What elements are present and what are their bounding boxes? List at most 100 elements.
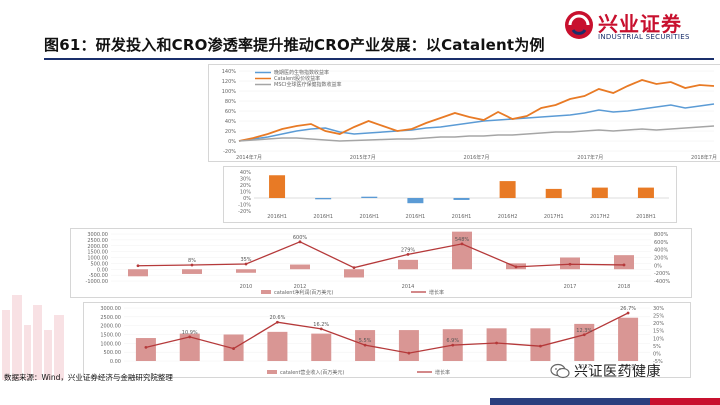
legend-label: catalent净利润(百万美元) (274, 289, 333, 296)
growth-point (244, 262, 248, 266)
logo-text-en: INDUSTRIAL SECURITIES (598, 33, 690, 41)
legend-label: 增长率 (429, 289, 444, 296)
growth-point (363, 343, 367, 347)
bar (290, 264, 310, 270)
footer-accent (650, 398, 720, 405)
bar (182, 269, 202, 274)
legend-label: 晚期医药生物指数收益率 (274, 69, 329, 76)
growth-point (582, 333, 586, 337)
y-tick-label: 140% (222, 69, 237, 75)
legend-label: Catalent股价收益率 (274, 75, 320, 82)
y-tick-label-right: 400% (654, 248, 669, 254)
y-tick-label-right: -400% (654, 279, 670, 285)
bar (453, 198, 470, 200)
y-tick-label: 30% (240, 177, 251, 183)
y-tick-label-left: 500.00 (104, 350, 122, 356)
data-label: 26.7% (620, 306, 636, 312)
x-tick-label: 2017年7月 (577, 154, 603, 161)
data-label: 20.6% (269, 315, 285, 321)
chart-net-profit: -1000.00 -500.00 0.00 500.00 1000.00 1500.00 2… (70, 228, 692, 298)
y-tick-label: 10% (240, 190, 251, 196)
bar (179, 333, 200, 361)
bar (344, 269, 364, 278)
bar (618, 317, 639, 361)
x-tick-label: 2014 (402, 284, 415, 290)
bar (545, 188, 562, 198)
bar (452, 231, 472, 270)
y-tick-label: 0% (228, 139, 236, 145)
chart-halfyear-bar: -20% -10% 0% 10% 20% 30% 40% 2016H1 2016H1 2016H1… (223, 166, 677, 223)
y-tick-label-right: 10% (653, 336, 664, 342)
bar (135, 338, 156, 361)
data-label: 16.2% (313, 322, 329, 328)
x-tick-label: 2017H2 (590, 214, 610, 220)
growth-point (190, 263, 194, 267)
chart-returns-line: -20% 0% 20% 40% 60% 80% 100% 120% 140% 2014年7月 201… (208, 64, 720, 162)
x-tick-label: 2017 (578, 364, 591, 370)
growth-point (144, 345, 148, 349)
bar (269, 175, 286, 198)
y-tick-label-left: 1500.00 (87, 250, 108, 256)
y-tick-label: -20% (223, 149, 236, 155)
y-tick-label-left: -500.00 (89, 273, 108, 279)
y-tick-label-left: 1000.00 (100, 341, 121, 347)
growth-point (539, 344, 542, 348)
data-label: 6.9% (446, 338, 459, 344)
x-tick-label: 2017H1 (544, 214, 564, 220)
y-tick-label: 120% (222, 79, 237, 85)
growth-line (137, 241, 625, 269)
data-label: 279% (401, 247, 416, 253)
y-tick-label-left: 1000.00 (87, 256, 108, 262)
y-tick-label-right: 0% (654, 263, 662, 269)
bar (128, 269, 148, 277)
logo-text-cn: 兴业证券 (598, 12, 682, 36)
wechat-name: 兴证医药健康 (574, 364, 661, 380)
y-tick-label-right: 25% (653, 314, 664, 320)
data-label: 8% (188, 258, 196, 264)
bar (315, 198, 332, 200)
y-tick-label: 100% (222, 89, 237, 95)
wechat-icon (550, 363, 570, 379)
y-tick-label: 20% (225, 129, 236, 135)
growth-point (276, 320, 279, 324)
y-tick-label-right: 0% (653, 351, 661, 357)
x-tick-label: 2016H1 (406, 214, 426, 220)
bar (637, 187, 654, 198)
y-tick-label-right: 15% (653, 329, 664, 335)
y-tick-label: 60% (225, 109, 236, 115)
data-label: 10.9% (182, 330, 198, 336)
y-tick-label-right: -200% (654, 271, 670, 277)
y-tick-label: 40% (240, 170, 251, 176)
y-tick-label-right: 30% (653, 306, 664, 312)
bar (398, 259, 418, 270)
data-source-note: 数据来源：Wind，兴业证券经济与金融研究院整理 (4, 373, 173, 382)
growth-point (406, 253, 410, 256)
growth-point (495, 341, 498, 345)
legend-label: MSCI全球医疗保健指数收益率 (274, 81, 341, 88)
growth-point (568, 262, 572, 266)
growth-point (136, 264, 140, 268)
growth-point (298, 240, 302, 244)
y-tick-label-left: 3000.00 (100, 306, 121, 312)
y-tick-label: 20% (240, 183, 251, 189)
logo-mark-icon (565, 11, 593, 39)
y-tick-label: -20% (238, 209, 251, 215)
bar (614, 255, 634, 270)
bar (398, 330, 419, 361)
page-title: 图61：研发投入和CRO渗透率提升推动CRO产业发展：以Catalent为例 (44, 36, 545, 54)
x-tick-label: 2014年7月 (236, 154, 262, 161)
growth-point (319, 327, 323, 331)
bar (591, 187, 608, 198)
y-tick-label-right: 600% (654, 240, 669, 246)
growth-point (626, 311, 630, 315)
data-label: 548% (455, 237, 470, 243)
series-line-2 (238, 125, 715, 142)
x-tick-label: 2016年7月 (464, 154, 490, 161)
series-line-1 (238, 79, 715, 142)
growth-line (145, 312, 629, 354)
wechat-account[interactable]: 兴证医药健康 (550, 360, 661, 382)
growth-point (460, 242, 464, 246)
y-tick-label-left: 2000.00 (87, 244, 108, 250)
y-tick-label-left: 3000.00 (87, 232, 108, 238)
x-tick-label: 2018 (622, 364, 635, 370)
